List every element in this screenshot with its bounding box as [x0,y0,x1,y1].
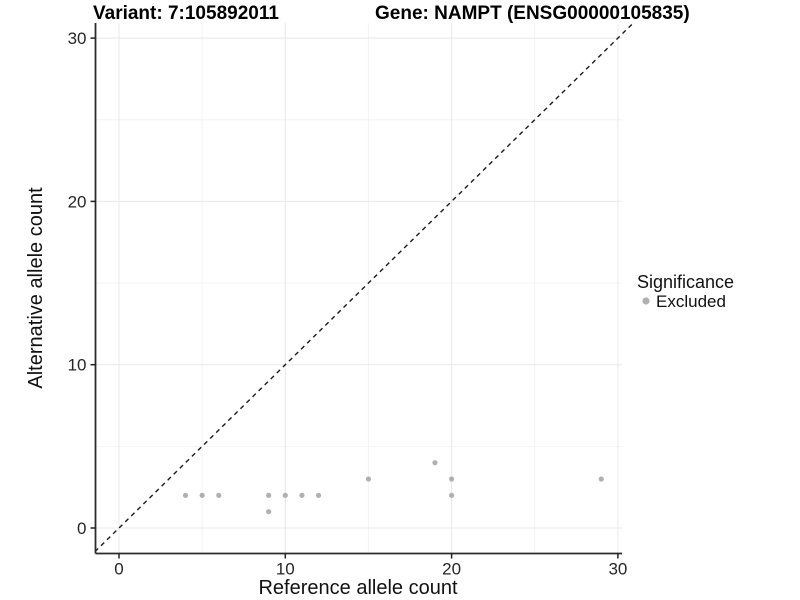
identity-dashed-line [94,21,636,553]
data-point [365,476,372,482]
gene-title: Gene: NAMPT (ENSG00000105835) [375,3,690,24]
axis-tick-labels: 0 10 20 30 0 10 20 30 [68,29,628,578]
data-points [182,460,604,515]
x-tick-label: 10 [276,560,295,579]
data-point [182,492,189,498]
grid-lines [95,23,622,554]
data-point [315,492,322,498]
data-point [266,509,272,515]
x-tick-label: 30 [608,560,627,579]
data-point [266,492,272,498]
x-axis-title: Reference allele count [258,577,457,599]
legend-title: Significance [637,272,734,292]
y-tick-label: 10 [68,356,87,375]
data-point [432,460,438,466]
data-point [216,492,222,498]
x-tick-label: 20 [442,560,461,579]
data-point [282,492,288,498]
variant-title: Variant: 7:105892011 [93,3,279,24]
x-tick-label: 0 [114,560,123,579]
legend: Significance Excluded [637,272,734,311]
data-point [299,492,305,498]
data-point [449,476,455,482]
data-point [449,492,455,498]
axis-lines [94,23,622,555]
legend-point-icon [642,297,650,305]
y-axis-title: Alternative allele count [25,187,47,389]
data-point [199,492,205,498]
legend-item-label: Excluded [656,292,726,311]
y-tick-label: 0 [77,519,86,538]
axis-ticks [90,37,619,559]
y-tick-label: 20 [68,192,87,211]
data-point [598,476,604,482]
identity-line [94,21,636,553]
y-tick-label: 30 [68,29,87,48]
